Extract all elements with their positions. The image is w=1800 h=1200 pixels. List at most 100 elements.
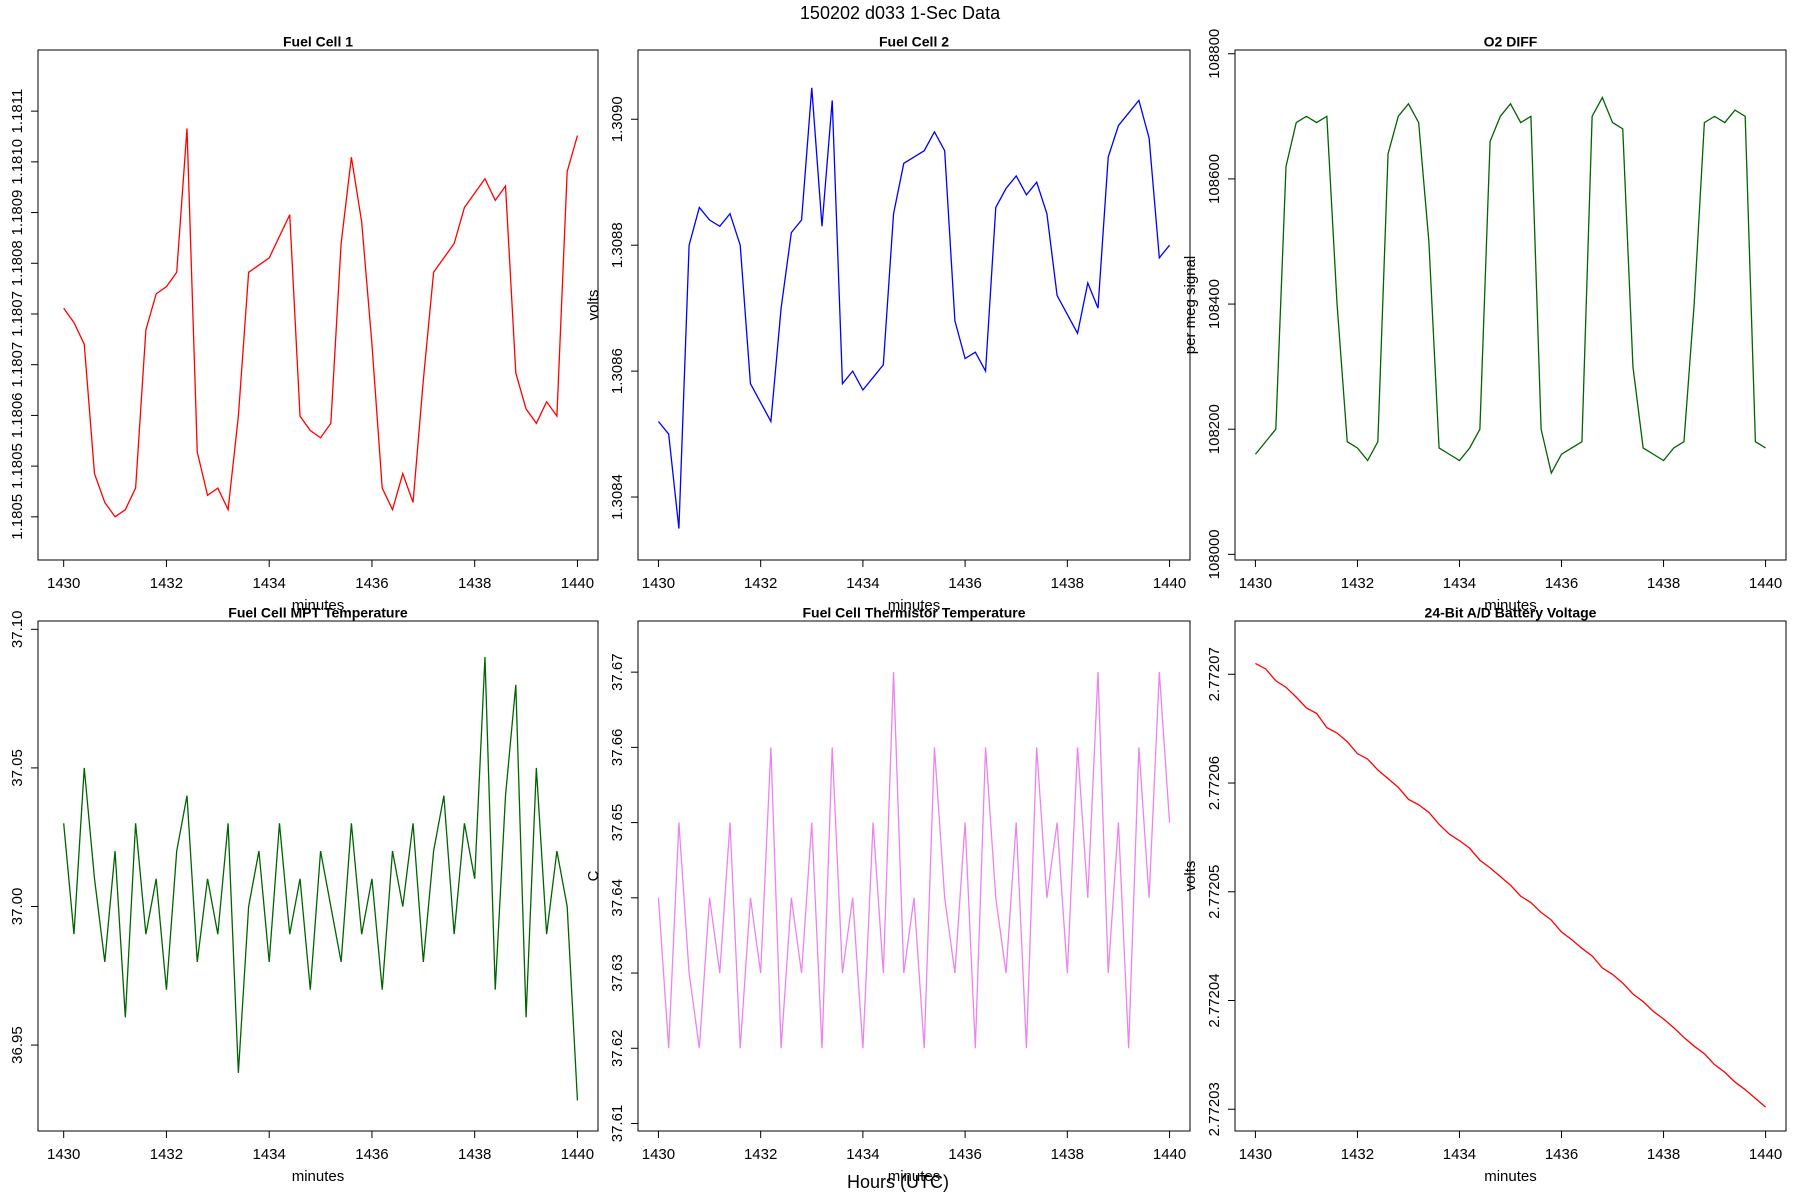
panel-title: O2 DIFF (1484, 34, 1538, 50)
y-tick-label: 37.66 (609, 729, 626, 767)
y-tick-label: 37.64 (609, 879, 626, 917)
x-tick-label: 1436 (355, 575, 388, 592)
y-tick-label: 2.77204 (1206, 973, 1223, 1027)
y-tick-label: 1.3088 (609, 222, 626, 268)
x-tick-label: 1432 (150, 575, 183, 592)
x-tick-label: 1430 (642, 575, 675, 592)
x-tick-label: 1432 (150, 1146, 183, 1163)
x-tick-label: 1430 (47, 1146, 80, 1163)
y-tick-label: 1.3084 (609, 474, 626, 520)
y-tick-label: 1.1806 (9, 392, 26, 438)
x-tick-label: 1434 (846, 1146, 879, 1163)
y-tick-label: 1.1805 (9, 443, 26, 489)
x-tick-label: 1432 (1341, 1146, 1374, 1163)
x-tick-label: 1430 (1239, 575, 1272, 592)
y-axis-label: volts (585, 290, 602, 321)
x-tick-label: 1432 (744, 1146, 777, 1163)
y-tick-label: 36.95 (9, 1026, 26, 1064)
y-tick-label: 1.1807 (9, 291, 26, 337)
x-tick-label: 1438 (458, 1146, 491, 1163)
panel-title: 24-Bit A/D Battery Voltage (1425, 605, 1597, 621)
data-line (657, 87, 1171, 529)
y-tick-label: 1.1809 (9, 190, 26, 236)
data-line (657, 672, 1171, 1049)
y-tick-label: 37.00 (9, 888, 26, 926)
y-tick-label: 108200 (1206, 404, 1223, 454)
x-tick-label: 1440 (1749, 575, 1782, 592)
y-tick-label: 37.63 (609, 954, 626, 992)
x-axis-label: minutes (1484, 597, 1537, 614)
x-tick-label: 1440 (1153, 1146, 1186, 1163)
data-line (1255, 662, 1767, 1108)
y-tick-label: 1.1810 (9, 139, 26, 185)
y-tick-label: 37.67 (609, 653, 626, 691)
y-axis-label: volts (1182, 861, 1199, 892)
plot-frame (1234, 49, 1787, 561)
y-tick-label: 2.77206 (1206, 756, 1223, 810)
y-tick-label: 2.77207 (1206, 647, 1223, 701)
y-tick-label: 1.3090 (609, 96, 626, 142)
data-line (1254, 96, 1766, 475)
y-axis-label: volts (0, 290, 2, 321)
x-tick-label: 1436 (948, 575, 981, 592)
x-tick-label: 1438 (1051, 1146, 1084, 1163)
x-tick-label: 1430 (47, 575, 80, 592)
x-tick-label: 1436 (948, 1146, 981, 1163)
plot-frame (37, 49, 599, 561)
y-tick-label: 37.62 (609, 1029, 626, 1067)
x-tick-label: 1440 (1749, 1146, 1782, 1163)
x-axis-label: minutes (888, 1168, 941, 1185)
y-axis-label: per meg signal (1182, 256, 1199, 354)
panel-title: Fuel Cell MPT Temperature (228, 605, 408, 621)
x-axis-label: minutes (292, 597, 345, 614)
data-line (63, 128, 579, 518)
figure-x-label: Hours (UTC) (847, 1172, 949, 1192)
x-tick-label: 1436 (1545, 1146, 1578, 1163)
x-tick-label: 1432 (744, 575, 777, 592)
x-tick-label: 1434 (846, 575, 879, 592)
x-tick-label: 1436 (355, 1146, 388, 1163)
y-tick-label: 37.10 (9, 611, 26, 649)
y-tick-label: 1.1811 (9, 89, 26, 134)
y-axis-label: C (0, 870, 2, 881)
y-tick-label: 1.1805 (9, 494, 26, 540)
x-axis-label: minutes (1484, 1168, 1537, 1185)
x-tick-label: 1438 (458, 575, 491, 592)
x-tick-label: 1440 (561, 575, 594, 592)
y-tick-label: 2.77203 (1206, 1082, 1223, 1136)
plot-frame (1234, 620, 1787, 1132)
x-axis-label: minutes (292, 1168, 345, 1185)
x-axis-label: minutes (888, 597, 941, 614)
y-tick-label: 108600 (1206, 154, 1223, 204)
figure-title: 150202 d033 1-Sec Data (800, 3, 1001, 23)
plot-frame (637, 49, 1191, 561)
panel-title: Fuel Cell 1 (283, 34, 353, 50)
x-tick-label: 1434 (1443, 575, 1476, 592)
y-tick-label: 1.3086 (609, 348, 626, 394)
x-tick-label: 1440 (1153, 575, 1186, 592)
y-tick-label: 37.65 (609, 804, 626, 842)
x-tick-label: 1432 (1341, 575, 1374, 592)
x-tick-label: 1434 (1443, 1146, 1476, 1163)
panel-title: Fuel Cell Thermistor Temperature (802, 605, 1025, 621)
x-tick-label: 1430 (1239, 1146, 1272, 1163)
panel-title: Fuel Cell 2 (879, 34, 949, 50)
y-tick-label: 2.77205 (1206, 865, 1223, 919)
x-tick-label: 1438 (1051, 575, 1084, 592)
y-tick-label: 108400 (1206, 279, 1223, 329)
y-tick-label: 1.1807 (9, 342, 26, 388)
plot-frame (37, 620, 599, 1132)
x-tick-label: 1430 (642, 1146, 675, 1163)
y-axis-label: C (585, 870, 602, 881)
y-tick-label: 37.61 (609, 1105, 626, 1143)
y-tick-label: 37.05 (9, 749, 26, 787)
x-tick-label: 1436 (1545, 575, 1578, 592)
x-tick-label: 1434 (253, 575, 286, 592)
x-tick-label: 1438 (1647, 575, 1680, 592)
x-tick-label: 1440 (561, 1146, 594, 1163)
data-line (63, 656, 579, 1101)
y-tick-label: 1.1808 (9, 240, 26, 286)
x-tick-label: 1438 (1647, 1146, 1680, 1163)
